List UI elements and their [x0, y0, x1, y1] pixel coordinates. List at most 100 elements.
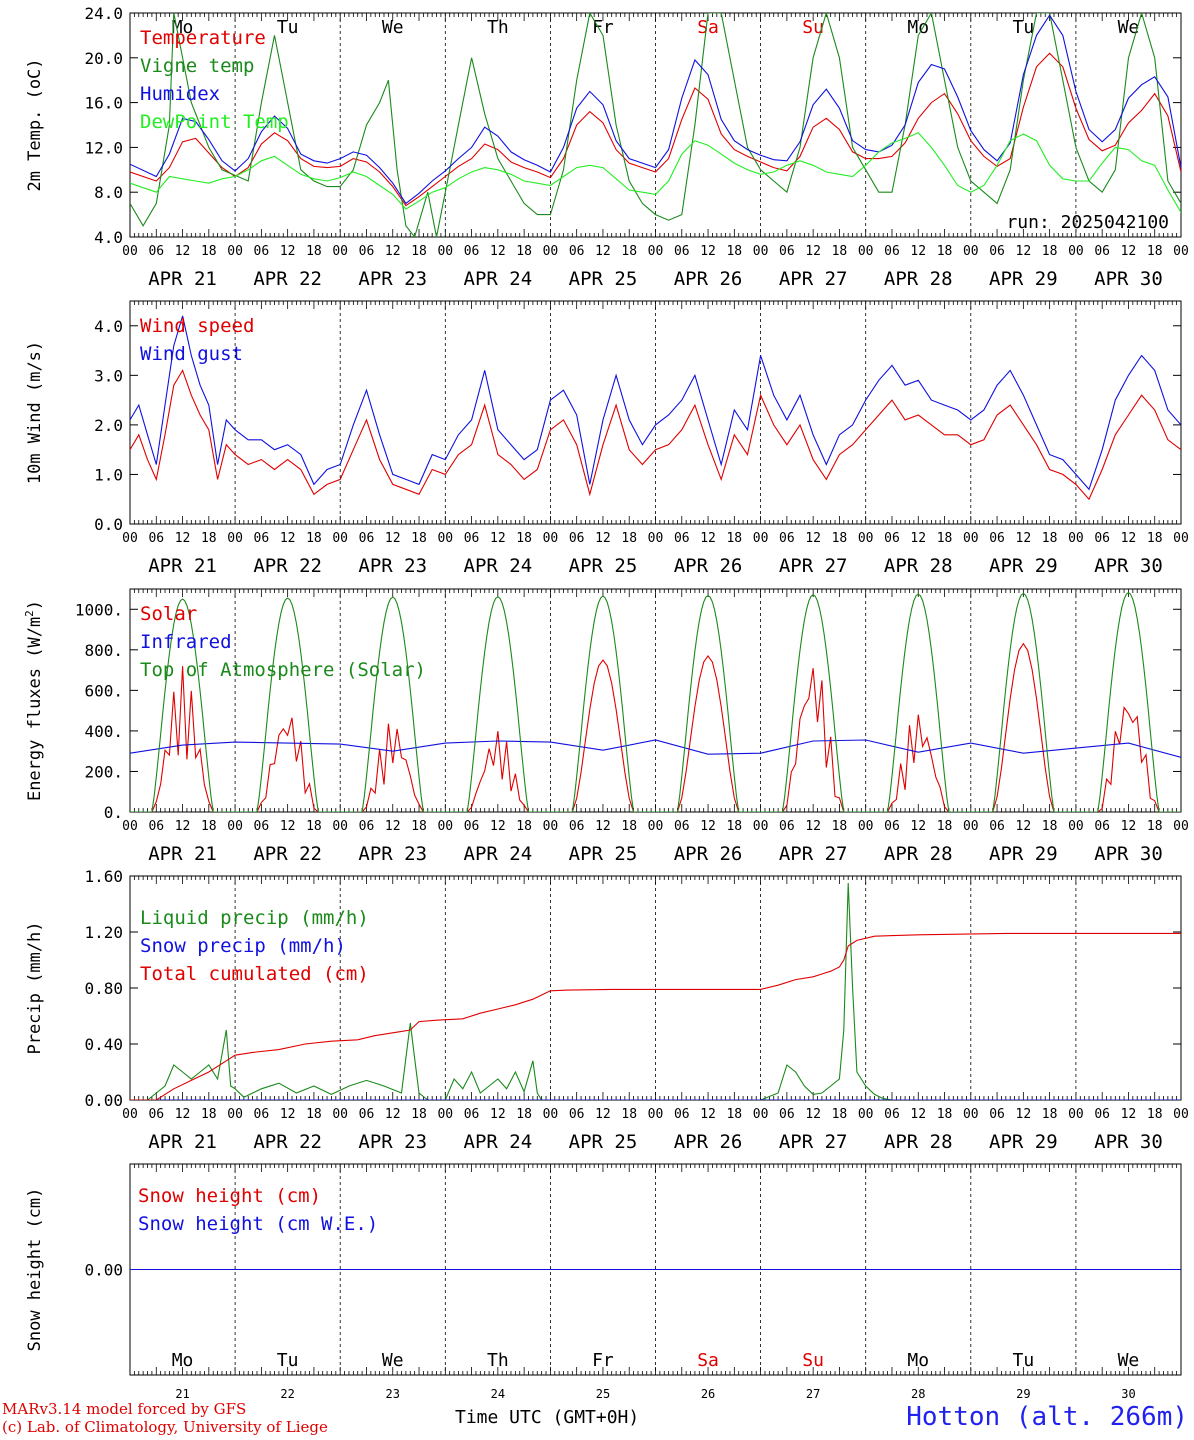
weekday-label: Tu [277, 17, 299, 38]
y-tick-label: 200. [84, 762, 123, 781]
hour-tick-label: 18 [937, 244, 953, 259]
hour-tick-label: 12 [175, 531, 191, 546]
hour-tick-label: 00 [332, 819, 348, 834]
day-label: APR 28 [884, 555, 953, 577]
y-tick-label: 1.0 [94, 465, 123, 484]
weekday-label: Fr [592, 1350, 614, 1371]
run-label: run: 2025042100 [1006, 212, 1169, 233]
weekday-label: Su [802, 1350, 824, 1371]
weekday-label: We [1118, 17, 1140, 38]
hour-tick-label: 06 [359, 819, 375, 834]
y-tick-label: 0.0 [94, 515, 123, 534]
hour-tick-label: 12 [805, 1107, 821, 1122]
day-label: APR 23 [358, 555, 427, 577]
hour-tick-label: 00 [1068, 244, 1084, 259]
hour-tick-label: 12 [595, 244, 611, 259]
hour-tick-label: 00 [858, 1107, 874, 1122]
weekday-label: Mo [907, 17, 929, 38]
hour-tick-label: 12 [1121, 1107, 1137, 1122]
hour-tick-label: 06 [989, 819, 1005, 834]
day-number: 25 [596, 1387, 610, 1401]
hour-tick-label: 06 [779, 244, 795, 259]
hour-tick-label: 12 [490, 244, 506, 259]
series-line-temperature [130, 52, 1181, 207]
series-line-wind-speed [130, 369, 1181, 501]
time-axis-label: Time UTC (GMT+0H) [455, 1407, 640, 1428]
day-label: APR 21 [148, 1131, 217, 1153]
y-axis-label: 2m Temp. (oC) [25, 58, 45, 191]
day-label: APR 22 [253, 843, 322, 865]
hour-tick-label: 00 [648, 531, 664, 546]
paren: ) [25, 600, 45, 610]
panel-1: 4.0 8.0 12.0 16.0 20.0 24.0 2m Temp. (oC) 00 06 1… [25, 4, 1189, 290]
hour-tick-label: 12 [280, 1107, 296, 1122]
weekday-label: Su [802, 17, 824, 38]
hour-tick-label: 00 [227, 819, 243, 834]
legend-entry: Temperature [140, 27, 266, 49]
hour-tick-label: 00 [963, 244, 979, 259]
hour-tick-label: 06 [884, 244, 900, 259]
hour-tick-label: 12 [490, 819, 506, 834]
hour-tick-label: 00 [963, 531, 979, 546]
hour-tick-label: 06 [674, 819, 690, 834]
weekday-label: Mo [172, 1350, 194, 1371]
panel-4: 0.00 0.40 0.80 1.20 1.60 Precip (mm/h) 00 06 12 1… [25, 867, 1189, 1153]
hour-tick-label: 12 [1121, 244, 1137, 259]
y-tick-label: 12.0 [84, 138, 123, 157]
hour-tick-label: 00 [332, 531, 348, 546]
hour-tick-label: 12 [1016, 244, 1032, 259]
hour-tick-label: 00 [963, 819, 979, 834]
day-number: 27 [806, 1387, 820, 1401]
hour-tick-label: 12 [175, 244, 191, 259]
hour-tick-label: 18 [621, 1107, 637, 1122]
weekday-label: Tu [1013, 1350, 1035, 1371]
hour-tick-label: 18 [1042, 531, 1058, 546]
y-axis-label: Energy fluxes (W/m2) [23, 600, 45, 801]
hour-tick-label: 18 [1147, 244, 1163, 259]
day-number: 30 [1121, 1387, 1135, 1401]
day-number: 21 [175, 1387, 189, 1401]
hour-tick-label: 18 [411, 819, 427, 834]
hour-tick-label: 00 [753, 531, 769, 546]
legend-entry: Vigne temp [140, 55, 254, 77]
hour-tick-label: 06 [569, 531, 585, 546]
hour-tick-label: 12 [280, 531, 296, 546]
day-label: APR 26 [674, 555, 743, 577]
hour-tick-label: 06 [884, 819, 900, 834]
hour-tick-label: 12 [1016, 819, 1032, 834]
hour-tick-label: 18 [1147, 531, 1163, 546]
hour-tick-label: 18 [201, 531, 217, 546]
day-number: 29 [1016, 1387, 1030, 1401]
hour-tick-label: 18 [937, 1107, 953, 1122]
hour-tick-label: 06 [1094, 1107, 1110, 1122]
hour-tick-label: 18 [411, 531, 427, 546]
hour-tick-label: 06 [464, 819, 480, 834]
legend-entry: Humidex [140, 83, 220, 105]
legend-entry: Snow height (cm W.E.) [138, 1213, 378, 1235]
hour-tick-label: 00 [1068, 531, 1084, 546]
hour-tick-label: 18 [516, 1107, 532, 1122]
hour-tick-label: 18 [1042, 244, 1058, 259]
hour-tick-label: 00 [332, 1107, 348, 1122]
hour-tick-label: 06 [989, 244, 1005, 259]
hour-tick-label: 12 [1121, 531, 1137, 546]
hour-tick-label: 12 [385, 1107, 401, 1122]
hour-tick-label: 00 [437, 531, 453, 546]
hour-tick-label: 00 [543, 244, 559, 259]
y-tick-label: 0.80 [84, 979, 123, 998]
hour-tick-label: 00 [1173, 819, 1189, 834]
hour-tick-label: 12 [385, 819, 401, 834]
legend-entry: Infrared [140, 631, 232, 653]
hour-tick-label: 18 [306, 1107, 322, 1122]
weekday-label: Sa [697, 17, 719, 38]
day-label: APR 29 [989, 843, 1058, 865]
hour-tick-label: 00 [753, 1107, 769, 1122]
hour-tick-label: 00 [227, 244, 243, 259]
hour-tick-label: 18 [411, 1107, 427, 1122]
day-label: APR 25 [569, 268, 638, 290]
day-label: APR 27 [779, 555, 848, 577]
weekday-label: Fr [592, 17, 614, 38]
hour-tick-label: 18 [1147, 1107, 1163, 1122]
hour-tick-label: 18 [937, 531, 953, 546]
